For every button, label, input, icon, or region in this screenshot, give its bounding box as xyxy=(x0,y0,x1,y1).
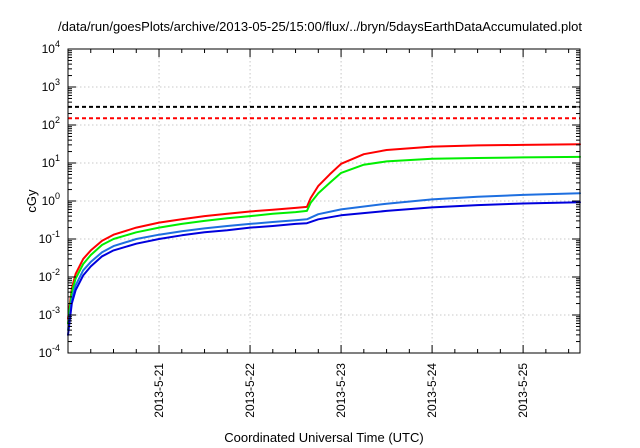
grid-lines xyxy=(68,49,580,353)
ticks xyxy=(68,48,580,354)
y-tick-label: 104 xyxy=(42,39,60,56)
y-tick-label: 10-2 xyxy=(39,267,60,284)
y-tick-label: 10-4 xyxy=(39,343,60,360)
x-tick-label: 2013-5-23 xyxy=(334,363,348,418)
y-tick-label: 10-1 xyxy=(39,229,60,246)
chart-title: /data/run/goesPlots/archive/2013-05-25/1… xyxy=(58,19,582,34)
x-tick-labels: 2013-5-21 2013-5-22 2013-5-23 2013-5-24 2013… xyxy=(152,363,530,418)
x-tick-label: 2013-5-22 xyxy=(243,363,257,418)
y-tick-label: 100 xyxy=(42,191,60,208)
series-line-1 xyxy=(67,143,581,320)
y-tick-label: 103 xyxy=(42,77,60,94)
x-tick-label: 2013-5-24 xyxy=(425,363,439,418)
y-tick-label: 101 xyxy=(42,153,60,170)
x-axis-label: Coordinated Universal Time (UTC) xyxy=(224,430,424,445)
series-line-4 xyxy=(67,201,581,336)
series-line-3 xyxy=(67,192,581,332)
y-axis-label: cGy xyxy=(24,189,39,213)
x-tick-label: 2013-5-21 xyxy=(152,363,166,418)
y-tick-label: 10-3 xyxy=(39,305,60,322)
series-line-2 xyxy=(67,155,581,325)
series-group xyxy=(67,105,581,336)
y-tick-label: 102 xyxy=(42,115,60,132)
x-tick-label: 2013-5-25 xyxy=(516,363,530,418)
y-tick-labels: 10-4 10-3 10-2 10-1 100 101 102 103 104 xyxy=(39,39,60,360)
